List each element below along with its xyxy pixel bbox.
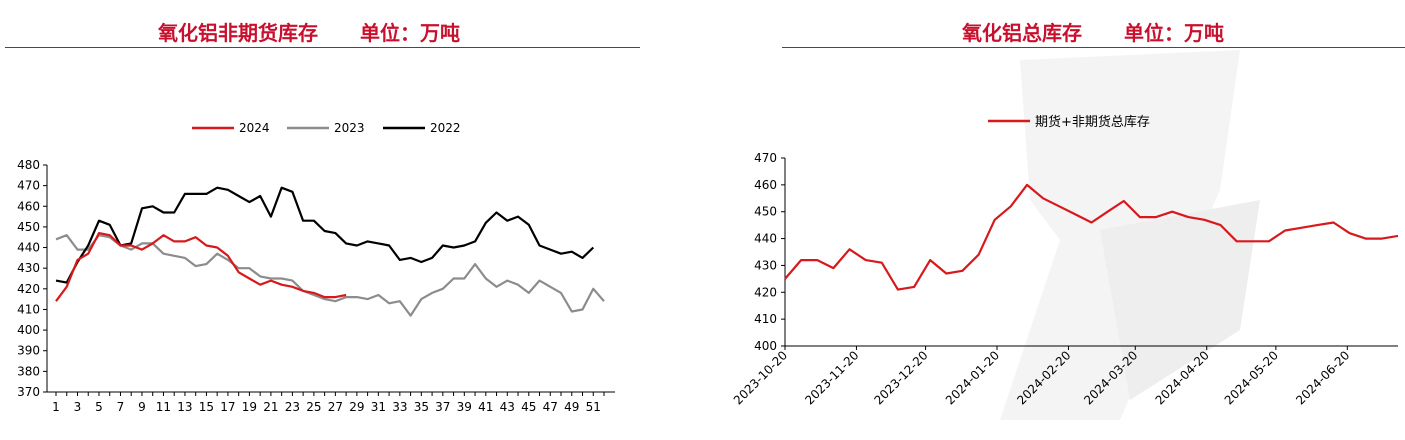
right-x-tick-label: 2024-04-20 [1153,348,1212,407]
left-series-line-2023 [55,234,605,317]
right-chart-title-row: 氧化铝总库存 单位：万吨 [962,17,1224,46]
left-x-tick-label: 23 [285,400,300,414]
left-legend-label-2022: 2022 [430,121,461,135]
left-series-line-2022 [55,186,595,284]
left-y-tick-label: 400 [17,323,40,337]
left-x-tick-label: 51 [586,400,601,414]
left-panel: 氧化铝非期货库存 单位：万吨 370 380 390 400 410 420 430 440 45… [0,0,700,440]
right-x-tick-label: 2023-10-20 [731,348,790,407]
left-y-tick-label: 380 [17,364,40,378]
right-x-tick-label: 2023-11-20 [802,348,861,407]
right-x-tick-label: 2024-05-20 [1222,348,1281,407]
right-chart-unit: 单位：万吨 [1124,21,1224,45]
left-x-tick-label: 29 [349,400,364,414]
left-x-tick-label: 15 [199,400,214,414]
left-x-tick-label: 35 [414,400,429,414]
right-x-tick-label: 2024-06-20 [1293,348,1352,407]
right-y-tick-label: 460 [754,178,777,192]
left-chart-title-row: 氧化铝非期货库存 单位：万吨 [158,17,460,46]
right-x-tick-label: 2024-03-20 [1081,348,1140,407]
left-x-tick-label: 21 [263,400,278,414]
left-x-tick-label: 1 [52,400,60,414]
left-x-tick-label: 33 [392,400,407,414]
left-x-tick-label: 25 [306,400,321,414]
left-y-tick-label: 390 [17,344,40,358]
right-y-tick-label: 450 [754,205,777,219]
right-x-tick-label: 2024-02-20 [1014,348,1073,407]
background-watermark [1000,50,1260,420]
left-chart-unit: 单位：万吨 [360,21,460,45]
left-chart-title: 氧化铝非期货库存 [158,21,318,45]
left-x-tick-label: 47 [543,400,558,414]
left-title-rule [5,47,640,48]
left-y-tick-label: 370 [17,385,40,399]
left-x-tick-label: 17 [220,400,235,414]
left-x-tick-label: 31 [371,400,386,414]
right-y-tick-label: 410 [754,312,777,326]
left-x-tick-label: 43 [500,400,515,414]
left-x-tick-label: 41 [478,400,493,414]
left-x-tick-label: 9 [138,400,146,414]
right-panel: 氧化铝总库存 单位：万吨 400 410 420 430 440 450 460 470 2023… [700,0,1405,440]
right-title-rule [782,47,1405,48]
left-y-tick-label: 440 [17,241,40,255]
left-x-tick-label: 45 [521,400,536,414]
right-legend-label: 期货+非期货总库存 [1035,114,1150,130]
right-y-tick-label: 400 [754,339,777,353]
left-x-tick-label: 49 [564,400,579,414]
left-y-tick-label: 420 [17,282,40,296]
left-y-tick-label: 450 [17,220,40,234]
left-x-tick-label: 5 [95,400,103,414]
left-x-tick-label: 19 [242,400,257,414]
left-x-tick-label: 3 [74,400,82,414]
right-y-tick-label: 420 [754,285,777,299]
left-x-tick-label: 13 [177,400,192,414]
left-x-tick-label: 27 [328,400,343,414]
right-series-line [784,183,1399,291]
left-x-tick-label: 37 [435,400,450,414]
right-x-tick-label: 2023-12-20 [871,348,930,407]
left-y-tick-label: 480 [17,158,40,172]
left-y-tick-label: 460 [17,199,40,213]
right-y-tick-label: 430 [754,258,777,272]
left-x-tick-label: 11 [156,400,171,414]
left-series-line-2024 [55,232,347,302]
left-y-tick-label: 470 [17,179,40,193]
left-y-tick-label: 430 [17,261,40,275]
right-chart-title: 氧化铝总库存 [962,21,1082,45]
left-y-tick-label: 410 [17,302,40,316]
right-x-tick-label: 2024-01-20 [943,348,1002,407]
right-y-tick-label: 470 [754,151,777,165]
left-x-tick-label: 39 [457,400,472,414]
left-legend-label-2024: 2024 [239,121,270,135]
left-legend-label-2023: 2023 [334,121,365,135]
right-y-tick-label: 440 [754,232,777,246]
left-x-tick-label: 7 [117,400,125,414]
